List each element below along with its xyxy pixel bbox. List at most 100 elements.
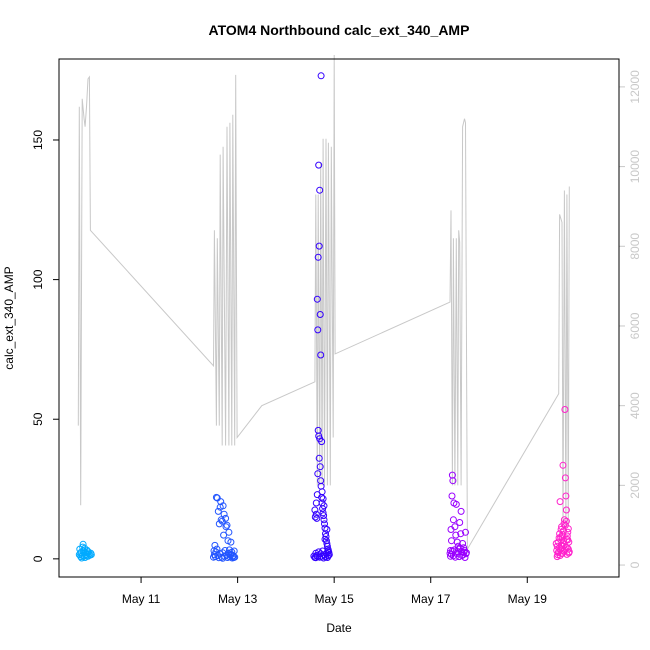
data-point	[225, 528, 233, 536]
data-point	[448, 537, 455, 545]
data-point	[451, 553, 459, 561]
data-point	[449, 477, 457, 485]
y-tick-label: 150	[31, 130, 45, 150]
data-point	[564, 536, 572, 544]
data-point	[451, 523, 459, 531]
data-point	[316, 311, 324, 318]
data-point	[321, 520, 328, 528]
data-point	[564, 525, 572, 533]
data-point	[557, 541, 565, 549]
data-point	[563, 550, 571, 558]
data-point	[220, 531, 228, 539]
chart-title: ATOM4 Northbound calc_ext_340_AMP	[209, 22, 470, 38]
data-point	[320, 512, 328, 520]
data-point	[321, 524, 329, 532]
data-point	[561, 406, 569, 413]
data-point	[559, 531, 566, 539]
data-point	[219, 502, 227, 510]
data-point	[562, 492, 570, 500]
data-point	[560, 516, 568, 524]
data-point	[456, 519, 464, 526]
data-point	[449, 516, 457, 524]
data-point	[83, 552, 90, 560]
y2-tick-label: 8000	[628, 233, 642, 260]
y-tick-label: 100	[31, 269, 45, 289]
data-point	[316, 463, 324, 471]
axes-layer: 0 50 100 150 May 11 May 13 May 15 May 17 May 19 0…	[31, 70, 642, 606]
x-tick-label: May 15	[314, 592, 354, 606]
data-point	[229, 552, 237, 560]
x-tick-label: May 11	[122, 592, 161, 606]
data-point	[223, 521, 231, 529]
data-point	[457, 530, 465, 538]
data-point	[457, 507, 465, 515]
data-point	[313, 514, 321, 522]
data-point	[323, 526, 331, 533]
data-point	[317, 351, 325, 359]
data-point	[324, 548, 332, 556]
y-axis-label: calc_ext_340_AMP	[2, 266, 16, 369]
data-point	[321, 535, 329, 543]
plot-frame	[58, 58, 620, 578]
data-point	[557, 533, 565, 541]
y2-tick-label: 0	[628, 561, 642, 568]
data-point	[227, 538, 235, 546]
points-layer	[75, 72, 573, 562]
data-point	[558, 523, 566, 531]
data-point	[556, 498, 564, 506]
x-tick-label: May 17	[411, 592, 451, 606]
y-tick-label: 50	[31, 412, 45, 426]
data-point	[319, 495, 327, 503]
data-point	[316, 186, 324, 194]
data-point	[314, 253, 322, 261]
y2-tick-label: 6000	[628, 312, 642, 339]
data-point	[562, 517, 570, 525]
data-point	[213, 545, 221, 553]
y2-tick-label: 12000	[628, 70, 642, 104]
data-point	[222, 523, 230, 531]
data-point	[319, 509, 327, 517]
data-point	[462, 528, 469, 536]
data-point	[320, 516, 328, 524]
data-point	[311, 506, 319, 514]
y-tick-label: 0	[31, 555, 45, 562]
data-point	[556, 552, 564, 559]
data-point	[318, 493, 326, 501]
data-point	[323, 542, 331, 550]
data-point	[76, 545, 84, 553]
data-point	[315, 161, 323, 169]
data-point	[312, 499, 320, 507]
data-point	[559, 461, 567, 469]
data-point	[452, 500, 460, 508]
data-point	[462, 550, 470, 558]
y2-tick-label: 2000	[628, 472, 642, 499]
data-point	[84, 548, 91, 556]
data-point	[448, 492, 456, 500]
data-point	[565, 549, 573, 557]
data-point	[562, 506, 570, 514]
data-point	[314, 470, 322, 478]
data-point	[452, 531, 460, 539]
data-point	[456, 544, 464, 552]
data-point	[319, 547, 327, 555]
data-point	[219, 554, 227, 562]
x-tick-label: May 19	[508, 592, 548, 606]
data-point	[214, 507, 222, 515]
data-point	[225, 546, 233, 554]
y2-tick-label: 4000	[628, 392, 642, 419]
data-point	[317, 72, 325, 80]
data-point	[222, 514, 230, 522]
data-point	[231, 553, 239, 561]
data-point	[320, 502, 328, 510]
data-point	[314, 326, 322, 334]
data-point	[313, 295, 321, 303]
x-tick-label: May 13	[218, 592, 258, 606]
secondary-series-line	[77, 54, 570, 551]
data-point	[220, 510, 228, 518]
data-point	[312, 510, 320, 518]
secondary-line-layer	[77, 54, 570, 551]
data-point	[461, 554, 469, 561]
data-point	[316, 435, 324, 443]
data-point	[563, 532, 571, 540]
